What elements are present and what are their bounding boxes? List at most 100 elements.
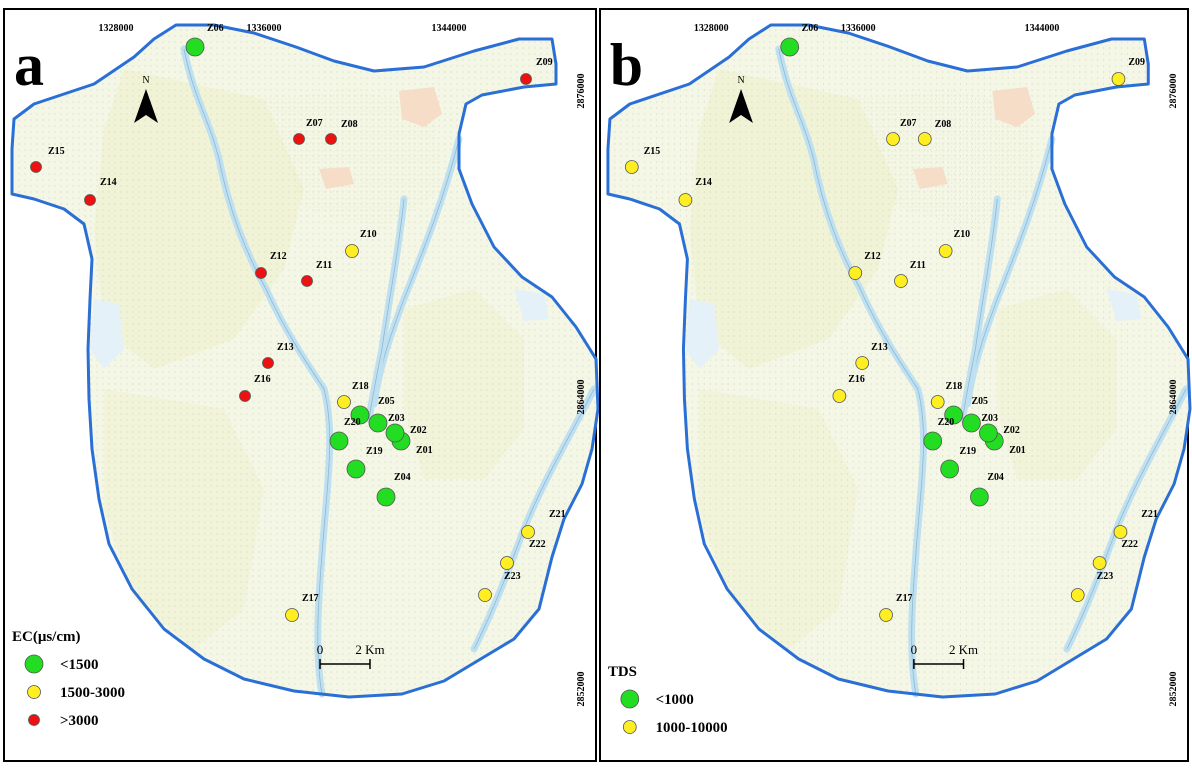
scale-bar: 0 2 Km [317, 642, 385, 669]
sample-label-z13: Z13 [277, 342, 294, 353]
scale-start: 0 [911, 642, 917, 657]
sample-point-z08 [917, 132, 932, 146]
sample-label-z16: Z16 [848, 374, 865, 385]
sample-point-z02 [979, 423, 998, 443]
sample-point-z11 [894, 274, 908, 288]
sample-label-z15: Z15 [644, 146, 661, 157]
sample-label-z04: Z04 [394, 472, 411, 483]
sample-point-z16 [239, 390, 251, 402]
sample-label-z09: Z09 [536, 57, 553, 68]
river-bank [778, 48, 924, 695]
urban-patch [399, 87, 442, 127]
sample-label-z22: Z22 [529, 539, 546, 550]
x-tick-label: 1336000 [841, 23, 876, 34]
scale-bar: 0 2 Km [911, 642, 978, 669]
sample-label-z08: Z08 [935, 119, 952, 130]
sample-label-z18: Z18 [946, 381, 963, 392]
sample-point-z10 [938, 244, 953, 258]
sample-point-z15 [30, 161, 42, 173]
sample-point-z03 [962, 413, 981, 433]
sample-label-z17: Z17 [896, 593, 913, 604]
sample-label-z07: Z07 [900, 118, 917, 129]
sample-label-z02: Z02 [410, 425, 427, 436]
sample-label-z18: Z18 [352, 381, 369, 392]
sample-label-z09: Z09 [1128, 57, 1145, 68]
legend-label: 1500-3000 [60, 685, 125, 701]
sample-label-z04: Z04 [987, 472, 1004, 483]
legend-label: 1000-10000 [656, 720, 728, 736]
y-tick-label: 2864000 [1168, 380, 1179, 415]
x-tick-label: 1344000 [432, 23, 467, 34]
sample-label-z19: Z19 [366, 446, 383, 457]
north-arrow-icon: N [134, 75, 158, 123]
north-label: N [737, 75, 744, 86]
sample-point-z13 [262, 357, 274, 369]
map-body: 1328000 1336000 1344000 2876000 2864000 28520… [606, 23, 1192, 736]
sample-point-z15 [624, 160, 639, 174]
sample-label-z12: Z12 [864, 251, 881, 262]
sample-point-z14 [84, 194, 96, 206]
urban-patch [319, 167, 354, 189]
sample-label-z22: Z22 [1121, 539, 1138, 550]
map-body: 1328000 1336000 1344000 2876000 2864000 28520… [10, 23, 600, 729]
lake [685, 299, 720, 369]
sample-point-z05 [944, 405, 963, 425]
sample-point-z09 [520, 73, 532, 85]
sample-label-z03: Z03 [981, 413, 998, 424]
sample-point-z21 [521, 525, 535, 539]
urban-patch [912, 167, 948, 189]
legend-title: TDS [608, 664, 637, 680]
sample-point-z19 [940, 459, 959, 479]
sample-label-z05: Z05 [378, 396, 395, 407]
sample-point-z11 [301, 275, 313, 287]
urban-patch [992, 87, 1036, 127]
sample-point-z03 [368, 413, 388, 433]
sample-point-z14 [678, 193, 693, 207]
sample-point-z22 [1092, 556, 1107, 570]
sample-label-z02: Z02 [1003, 425, 1020, 436]
legend: TDS <1000 1000-10000 [608, 664, 728, 736]
scale-start: 0 [317, 642, 324, 657]
map-panel-b: 1328000 1336000 1344000 2876000 2864000 28520… [599, 8, 1192, 762]
legend-label: <1500 [60, 657, 99, 673]
river-bank [183, 48, 331, 695]
legend: EC(μs/cm) <1500 1500-3000 >3000 [12, 629, 125, 729]
y-tick-label: 2864000 [576, 380, 587, 415]
sample-point-z20 [329, 431, 349, 451]
sample-label-z13: Z13 [871, 342, 888, 353]
sample-label-z21: Z21 [1141, 509, 1158, 520]
sample-point-z12 [255, 267, 267, 279]
sample-point-z13 [855, 356, 870, 370]
sample-label-z20: Z20 [344, 417, 361, 428]
river-bank [962, 198, 998, 420]
sample-label-z12: Z12 [270, 251, 287, 262]
scale-end: 2 Km [355, 642, 384, 657]
north-arrow-icon: N [729, 75, 753, 123]
legend-swatch [622, 720, 637, 734]
sample-label-z15: Z15 [48, 146, 65, 157]
north-arrow-shape [134, 89, 158, 123]
sample-point-z09 [1111, 72, 1126, 86]
x-tick-label: 1336000 [247, 23, 282, 34]
sample-point-z23 [478, 588, 492, 602]
study-area-boundary [10, 23, 600, 699]
sample-point-z02 [385, 423, 405, 443]
sample-label-z11: Z11 [910, 260, 926, 271]
sample-label-z05: Z05 [971, 396, 988, 407]
texture-dots-fine [264, 89, 444, 229]
sample-point-z16 [832, 389, 847, 403]
sample-label-z20: Z20 [938, 417, 955, 428]
panel-letter: a [14, 32, 44, 98]
legend-title: EC(μs/cm) [12, 629, 81, 645]
sample-point-z20 [923, 431, 943, 451]
sample-label-z23: Z23 [1097, 571, 1114, 582]
y-tick-label: 2876000 [576, 74, 587, 109]
sample-label-z16: Z16 [254, 374, 271, 385]
sample-point-z06 [185, 37, 205, 57]
north-arrow-shape [729, 89, 753, 123]
sample-label-z01: Z01 [1009, 445, 1026, 456]
sample-point-z08 [325, 133, 337, 145]
sample-point-z04 [376, 487, 396, 507]
legend-swatch [24, 654, 44, 674]
